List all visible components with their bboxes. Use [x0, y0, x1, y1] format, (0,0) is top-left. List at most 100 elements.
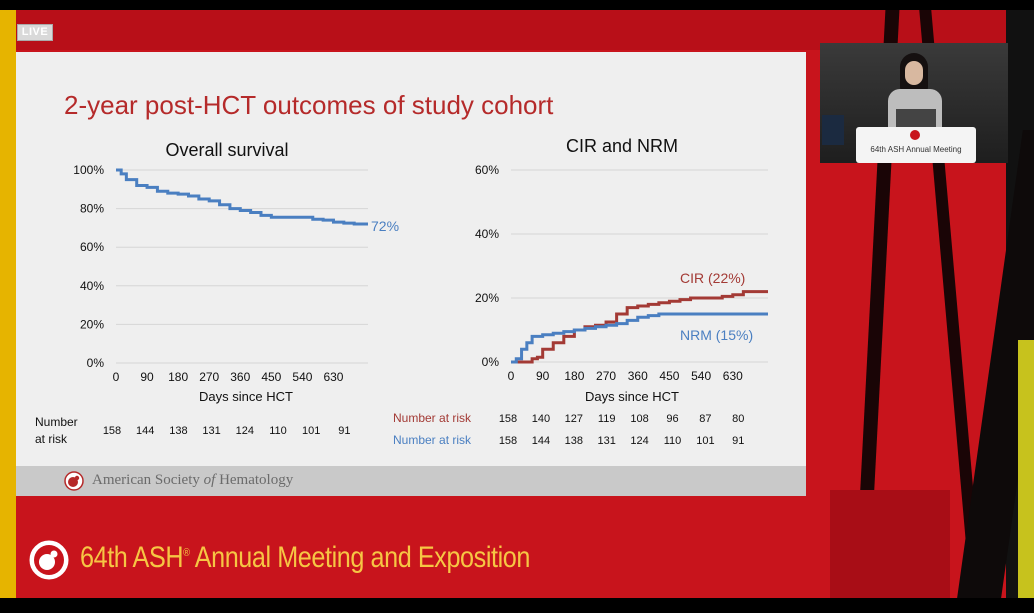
- y-tick-label: 60%: [475, 163, 499, 177]
- cir-nrm-series: [511, 290, 768, 364]
- cir-risk-label: Number at risk: [393, 411, 472, 425]
- footer-text-part: Hematology: [215, 472, 294, 488]
- risk-value: 108: [630, 413, 648, 425]
- ash-banner-logo-icon: [29, 540, 69, 580]
- series-line: [116, 168, 368, 226]
- series-line: [511, 290, 768, 364]
- nrm-series-label: NRM (15%): [680, 327, 753, 343]
- y-tick-label: 60%: [80, 240, 104, 254]
- x-tick-label: 270: [199, 370, 219, 384]
- y-tick-label: 20%: [80, 317, 104, 331]
- risk-value: 91: [732, 435, 744, 447]
- risk-value: 87: [699, 413, 711, 425]
- x-tick-label: 180: [168, 370, 188, 384]
- risk-value: 158: [499, 435, 517, 447]
- os-gridlines: [116, 169, 368, 364]
- risk-value: 91: [338, 425, 350, 437]
- risk-value: 138: [169, 425, 187, 437]
- podium-logo-icon: [910, 130, 920, 140]
- x-tick-label: 270: [596, 369, 616, 383]
- os-risk-label-1: Number: [35, 415, 78, 429]
- speaker-face: [905, 61, 923, 85]
- series-line: [511, 312, 768, 364]
- decor-stripe: [1018, 340, 1034, 598]
- x-tick-label: 540: [691, 369, 711, 383]
- cir-x-tick-labels: 0 90 180 270 360 450 540 630: [508, 369, 743, 383]
- x-tick-label: 90: [140, 370, 154, 384]
- os-risk-label-2: at risk: [35, 432, 68, 446]
- speaker-webcam-video: 64th ASH Annual Meeting: [820, 43, 1008, 163]
- risk-value: 124: [630, 435, 648, 447]
- risk-value: 110: [664, 435, 682, 447]
- banner-text-part: Annual Meeting and Exposition: [189, 541, 531, 574]
- ash-footer-text: American Society of Hematology: [92, 472, 293, 489]
- cir-gridlines: [511, 169, 768, 363]
- overall-survival-chart: Overall survival 0% 20% 40% 60% 80% 100% 0 90 1…: [35, 136, 768, 447]
- cir-x-axis-label: Days since HCT: [585, 389, 679, 404]
- decor-stripe: [0, 10, 16, 598]
- laptop: [896, 109, 936, 129]
- risk-value: 119: [598, 413, 616, 425]
- x-tick-label: 0: [113, 370, 120, 384]
- os-x-axis-label: Days since HCT: [199, 389, 293, 404]
- footer-text-part: American Society: [92, 472, 204, 488]
- y-tick-label: 40%: [80, 279, 104, 293]
- nrm-risk-row: 158 144 138 131 124 110 101 91: [499, 435, 745, 447]
- os-series: [116, 168, 368, 226]
- os-chart-title: Overall survival: [165, 140, 288, 160]
- podium-text: 64th ASH Annual Meeting: [870, 145, 962, 154]
- x-tick-label: 0: [508, 369, 515, 383]
- ash-logo-icon: [64, 471, 84, 491]
- footer-text-italic: of: [203, 472, 216, 488]
- risk-value: 96: [666, 413, 678, 425]
- nrm-risk-label: Number at risk: [393, 433, 472, 447]
- x-tick-label: 180: [564, 369, 584, 383]
- cir-y-tick-labels: 0% 20% 40% 60%: [475, 163, 499, 369]
- y-tick-label: 0%: [482, 355, 500, 369]
- registered-mark: ®: [183, 547, 190, 559]
- y-tick-label: 0%: [87, 356, 105, 370]
- cir-series-label: CIR (22%): [680, 270, 745, 286]
- risk-value: 101: [302, 425, 320, 437]
- y-tick-label: 100%: [73, 163, 104, 177]
- banner-text-part: 64th ASH: [80, 541, 184, 574]
- video-stage: LIVE 2-year post-HCT outcomes of study c…: [0, 10, 1034, 598]
- decor-stripe: [830, 490, 950, 598]
- cir-risk-row: 158 140 127 119 108 96 87 80: [499, 413, 745, 425]
- cir-chart-title: CIR and NRM: [566, 136, 678, 156]
- risk-value: 144: [532, 435, 550, 447]
- risk-value: 131: [598, 435, 616, 447]
- risk-value: 158: [103, 425, 121, 437]
- os-end-label: 72%: [371, 218, 399, 234]
- slide-footer: American Society of Hematology: [16, 466, 806, 496]
- x-tick-label: 90: [536, 369, 550, 383]
- x-tick-label: 360: [628, 369, 648, 383]
- monitor: [822, 115, 844, 145]
- y-tick-label: 80%: [80, 202, 104, 216]
- os-y-tick-labels: 0% 20% 40% 60% 80% 100%: [73, 163, 104, 370]
- risk-value: 140: [532, 413, 550, 425]
- y-tick-label: 40%: [475, 227, 499, 241]
- risk-value: 101: [696, 435, 714, 447]
- banner-title: 64th ASH® Annual Meeting and Exposition: [80, 541, 530, 575]
- risk-value: 144: [136, 425, 154, 437]
- risk-value: 158: [499, 413, 517, 425]
- os-x-tick-labels: 0 90 180 270 360 450 540 630: [113, 370, 344, 384]
- x-tick-label: 450: [659, 369, 679, 383]
- y-tick-label: 20%: [475, 291, 499, 305]
- x-tick-label: 630: [323, 370, 343, 384]
- x-tick-label: 450: [261, 370, 281, 384]
- live-badge: LIVE: [17, 24, 53, 41]
- x-tick-label: 360: [230, 370, 250, 384]
- risk-value: 124: [236, 425, 254, 437]
- x-tick-label: 630: [723, 369, 743, 383]
- risk-value: 80: [732, 413, 744, 425]
- os-risk-row: 158 144 138 131 124 110 101 91: [103, 425, 351, 437]
- slide-title: 2-year post-HCT outcomes of study cohort: [64, 90, 554, 120]
- risk-value: 131: [202, 425, 220, 437]
- x-tick-label: 540: [292, 370, 312, 384]
- risk-value: 138: [565, 435, 583, 447]
- presentation-slide: 2-year post-HCT outcomes of study cohort…: [16, 52, 806, 496]
- risk-value: 110: [269, 425, 287, 437]
- risk-value: 127: [565, 413, 583, 425]
